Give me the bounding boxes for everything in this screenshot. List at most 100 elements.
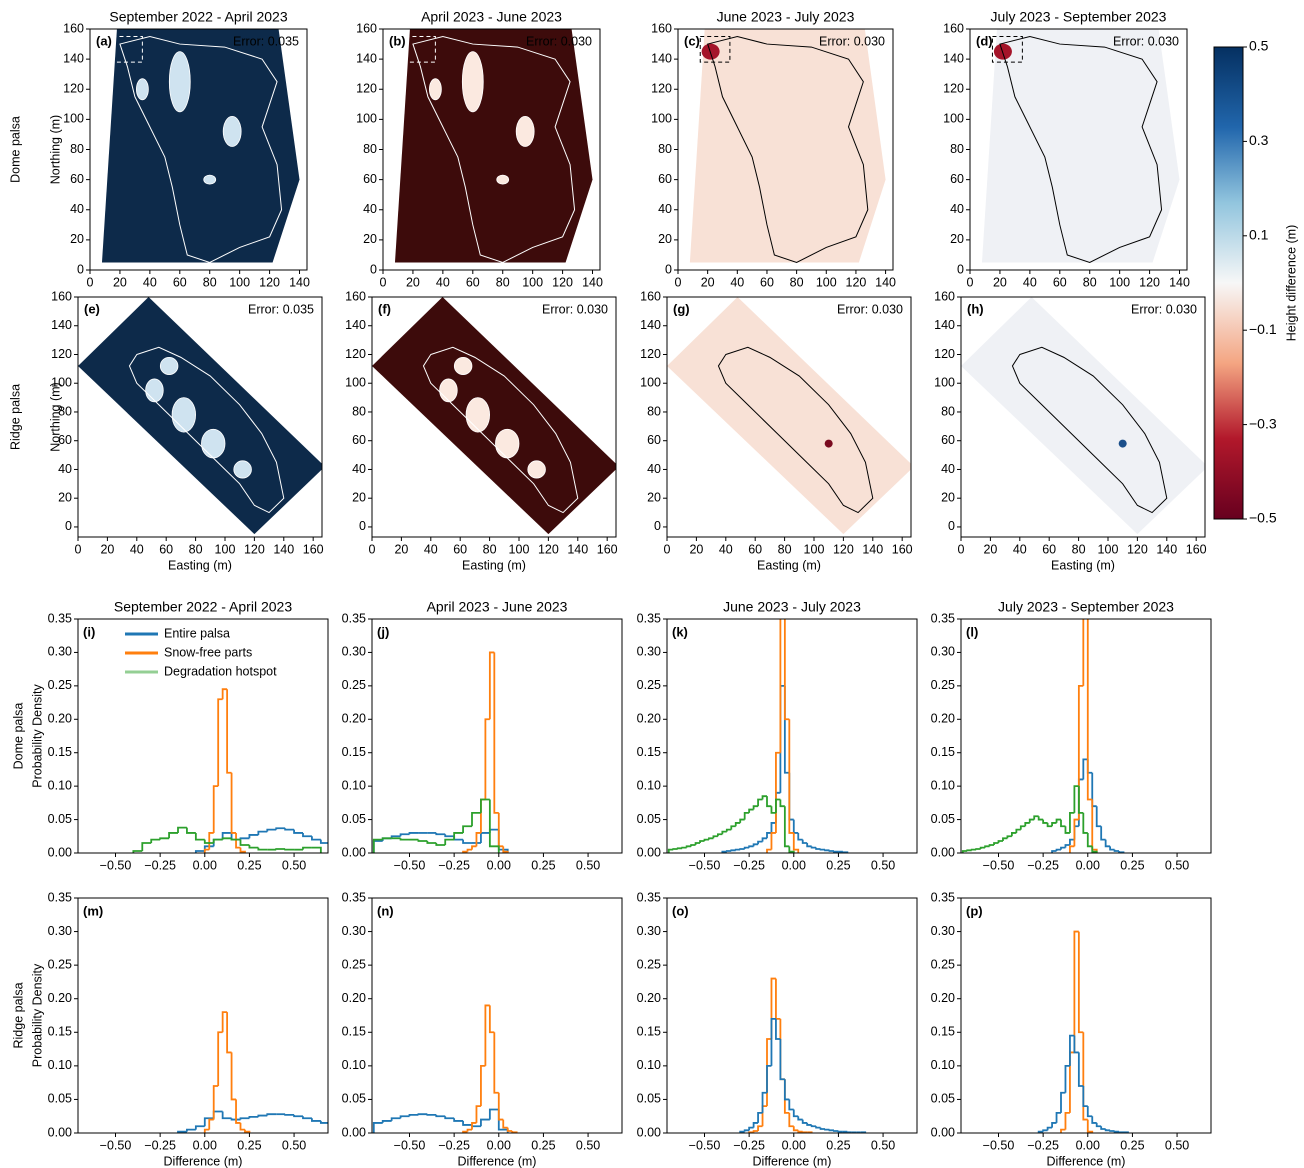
x-tick-label: −0.25	[1027, 858, 1059, 872]
x-tick-label: 60	[1053, 275, 1067, 289]
y-tick-label: 0.05	[48, 812, 72, 826]
histogram-step	[780, 1039, 784, 1079]
histogram-step	[776, 979, 780, 1019]
histogram-step	[1065, 1113, 1069, 1130]
histogram-step	[771, 833, 775, 850]
histogram-step	[209, 1120, 213, 1130]
plot-area	[374, 1005, 517, 1133]
x-tick-label: 0	[380, 275, 387, 289]
y-tick-label: 80	[352, 404, 366, 418]
histogram-step	[214, 840, 223, 843]
y-tick-label: 0.10	[342, 778, 366, 792]
stable-patch	[516, 116, 534, 146]
x-tick-label: 100	[1098, 542, 1119, 556]
histogram-step	[445, 1116, 454, 1118]
histogram-step	[767, 796, 771, 806]
stable-patch	[223, 116, 241, 146]
y-tick-label: 0	[370, 262, 377, 276]
y-tick-label: 0.20	[48, 712, 72, 726]
histogram-step	[1007, 836, 1011, 838]
panel-letter: (l)	[966, 624, 978, 639]
histogram-step	[383, 838, 392, 839]
x-tick-label: 80	[189, 542, 203, 556]
x-tick-label: 0	[967, 275, 974, 289]
y-tick-label: 20	[70, 232, 84, 246]
histogram-step	[758, 1126, 762, 1131]
x-tick-label: 60	[466, 275, 480, 289]
histogram-step	[1043, 1130, 1047, 1131]
y-tick-label: 140	[943, 51, 964, 65]
panel-letter: (o)	[672, 903, 689, 918]
x-tick-label: 100	[215, 542, 236, 556]
histogram-step	[763, 838, 767, 841]
x-tick-label: 80	[778, 542, 792, 556]
x-axis-label: Easting (m)	[1051, 558, 1115, 572]
histogram-step	[267, 830, 276, 832]
y-tick-label: 0.05	[931, 812, 955, 826]
stable-patch	[528, 461, 546, 478]
histogram-step	[789, 719, 793, 833]
plot-area	[740, 979, 865, 1133]
histogram-step	[418, 1114, 427, 1115]
histogram-step	[718, 834, 722, 836]
histogram-step	[691, 845, 695, 846]
histogram-step	[312, 836, 321, 839]
x-tick-label: 60	[453, 542, 467, 556]
histogram-step	[294, 1115, 303, 1116]
error-annotation: Error: 0.030	[1131, 302, 1197, 316]
plot-area	[133, 689, 329, 853]
panel-letter: (n)	[377, 903, 394, 918]
y-tick-label: 0.30	[931, 645, 955, 659]
histogram-step	[1057, 850, 1061, 851]
y-tick-label: 160	[51, 289, 72, 303]
histogram-step	[463, 826, 472, 833]
hotspot	[1119, 440, 1127, 448]
histogram-step	[825, 1129, 829, 1130]
histogram-step	[687, 846, 691, 847]
histogram-step	[825, 850, 829, 851]
x-axis-label: Difference (m)	[1047, 1154, 1126, 1168]
panel-letter: (p)	[966, 903, 983, 918]
x-tick-label: 140	[567, 542, 588, 556]
map-image	[78, 297, 325, 534]
histogram-step	[303, 848, 312, 850]
histogram-step	[767, 1066, 771, 1093]
x-tick-label: 0	[664, 542, 671, 556]
histogram-step	[1079, 932, 1083, 1033]
histogram-step	[1115, 1131, 1119, 1132]
x-tick-label: 0.00	[1076, 858, 1100, 872]
y-tick-label: 0	[957, 262, 964, 276]
y-tick-label: 140	[640, 318, 661, 332]
x-tick-label: 0.25	[1120, 1138, 1144, 1152]
x-tick-label: 60	[173, 275, 187, 289]
histogram-step	[678, 848, 682, 849]
histogram-step	[245, 1130, 249, 1133]
histogram-step	[178, 828, 187, 833]
x-tick-label: 140	[289, 275, 310, 289]
histogram-step	[218, 1032, 222, 1086]
y-tick-label: 40	[647, 462, 661, 476]
x-tick-label: −0.50	[983, 858, 1015, 872]
x-tick-label: −0.50	[394, 1138, 426, 1152]
histogram-step	[731, 850, 735, 851]
x-tick-label: 40	[130, 542, 144, 556]
y-tick-label: 0.05	[637, 1092, 661, 1106]
plot-area	[1039, 932, 1128, 1133]
histogram-step	[736, 823, 740, 826]
histogram-step	[740, 849, 744, 850]
legend-label: Degradation hotspot	[164, 664, 277, 678]
map-image	[395, 29, 593, 262]
histogram-step	[499, 813, 503, 846]
histogram-step	[1083, 1086, 1087, 1106]
panel-letter: (d)	[976, 33, 993, 48]
x-tick-label: −0.50	[394, 858, 426, 872]
stable-patch	[172, 398, 196, 432]
stable-patch	[429, 79, 441, 100]
y-tick-label: 0.05	[342, 1092, 366, 1106]
y-tick-label: 20	[658, 232, 672, 246]
x-tick-label: 60	[1042, 542, 1056, 556]
x-tick-label: 0	[75, 542, 82, 556]
histogram-step	[785, 606, 789, 720]
x-tick-label: 80	[203, 275, 217, 289]
histogram-step	[758, 800, 762, 807]
